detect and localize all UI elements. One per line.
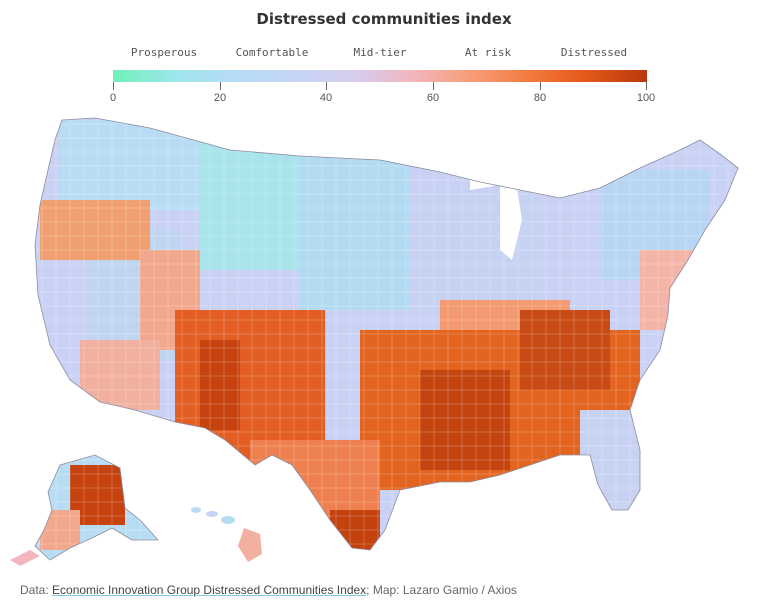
source-suffix: ; Map: Lazaro Gamio / Axios xyxy=(366,583,517,597)
hawaii-region xyxy=(191,507,262,562)
legend-tick xyxy=(540,82,541,90)
legend-tick xyxy=(433,82,434,90)
legend-category-mid-tier: Mid-tier xyxy=(353,46,407,59)
legend-color-bar xyxy=(113,70,647,82)
legend-tick-label-80: 80 xyxy=(533,92,547,104)
legend-tick xyxy=(646,82,647,90)
legend-tick-label-100: 100 xyxy=(636,92,656,104)
alaska-outline xyxy=(34,454,159,561)
legend-tick xyxy=(220,82,221,90)
source-link[interactable]: Economic Innovation Group Distressed Com… xyxy=(52,583,367,597)
legend-category-comfortable: Comfortable xyxy=(235,46,309,59)
source-prefix: Data: xyxy=(20,583,53,597)
aleutian-islands xyxy=(10,550,40,566)
source-credit: Data: Economic Innovation Group Distress… xyxy=(20,583,517,597)
legend-tick xyxy=(113,82,114,90)
legend-category-at-risk: At risk xyxy=(464,46,512,59)
legend-category-distressed: Distressed xyxy=(560,46,628,59)
legend-tick-label-0: 0 xyxy=(109,92,117,104)
legend-tick-label-40: 40 xyxy=(319,92,333,104)
chart-title: Distressed communities index xyxy=(256,10,512,28)
us-outline xyxy=(34,117,739,551)
legend-category-prosperous: Prosperous xyxy=(130,46,198,59)
choropleth-map xyxy=(10,117,739,566)
legend-tick-label-20: 20 xyxy=(213,92,227,104)
map-container xyxy=(0,110,768,570)
legend-tick xyxy=(326,82,327,90)
alaska-region xyxy=(35,455,158,560)
legend-tick-label-60: 60 xyxy=(426,92,440,104)
